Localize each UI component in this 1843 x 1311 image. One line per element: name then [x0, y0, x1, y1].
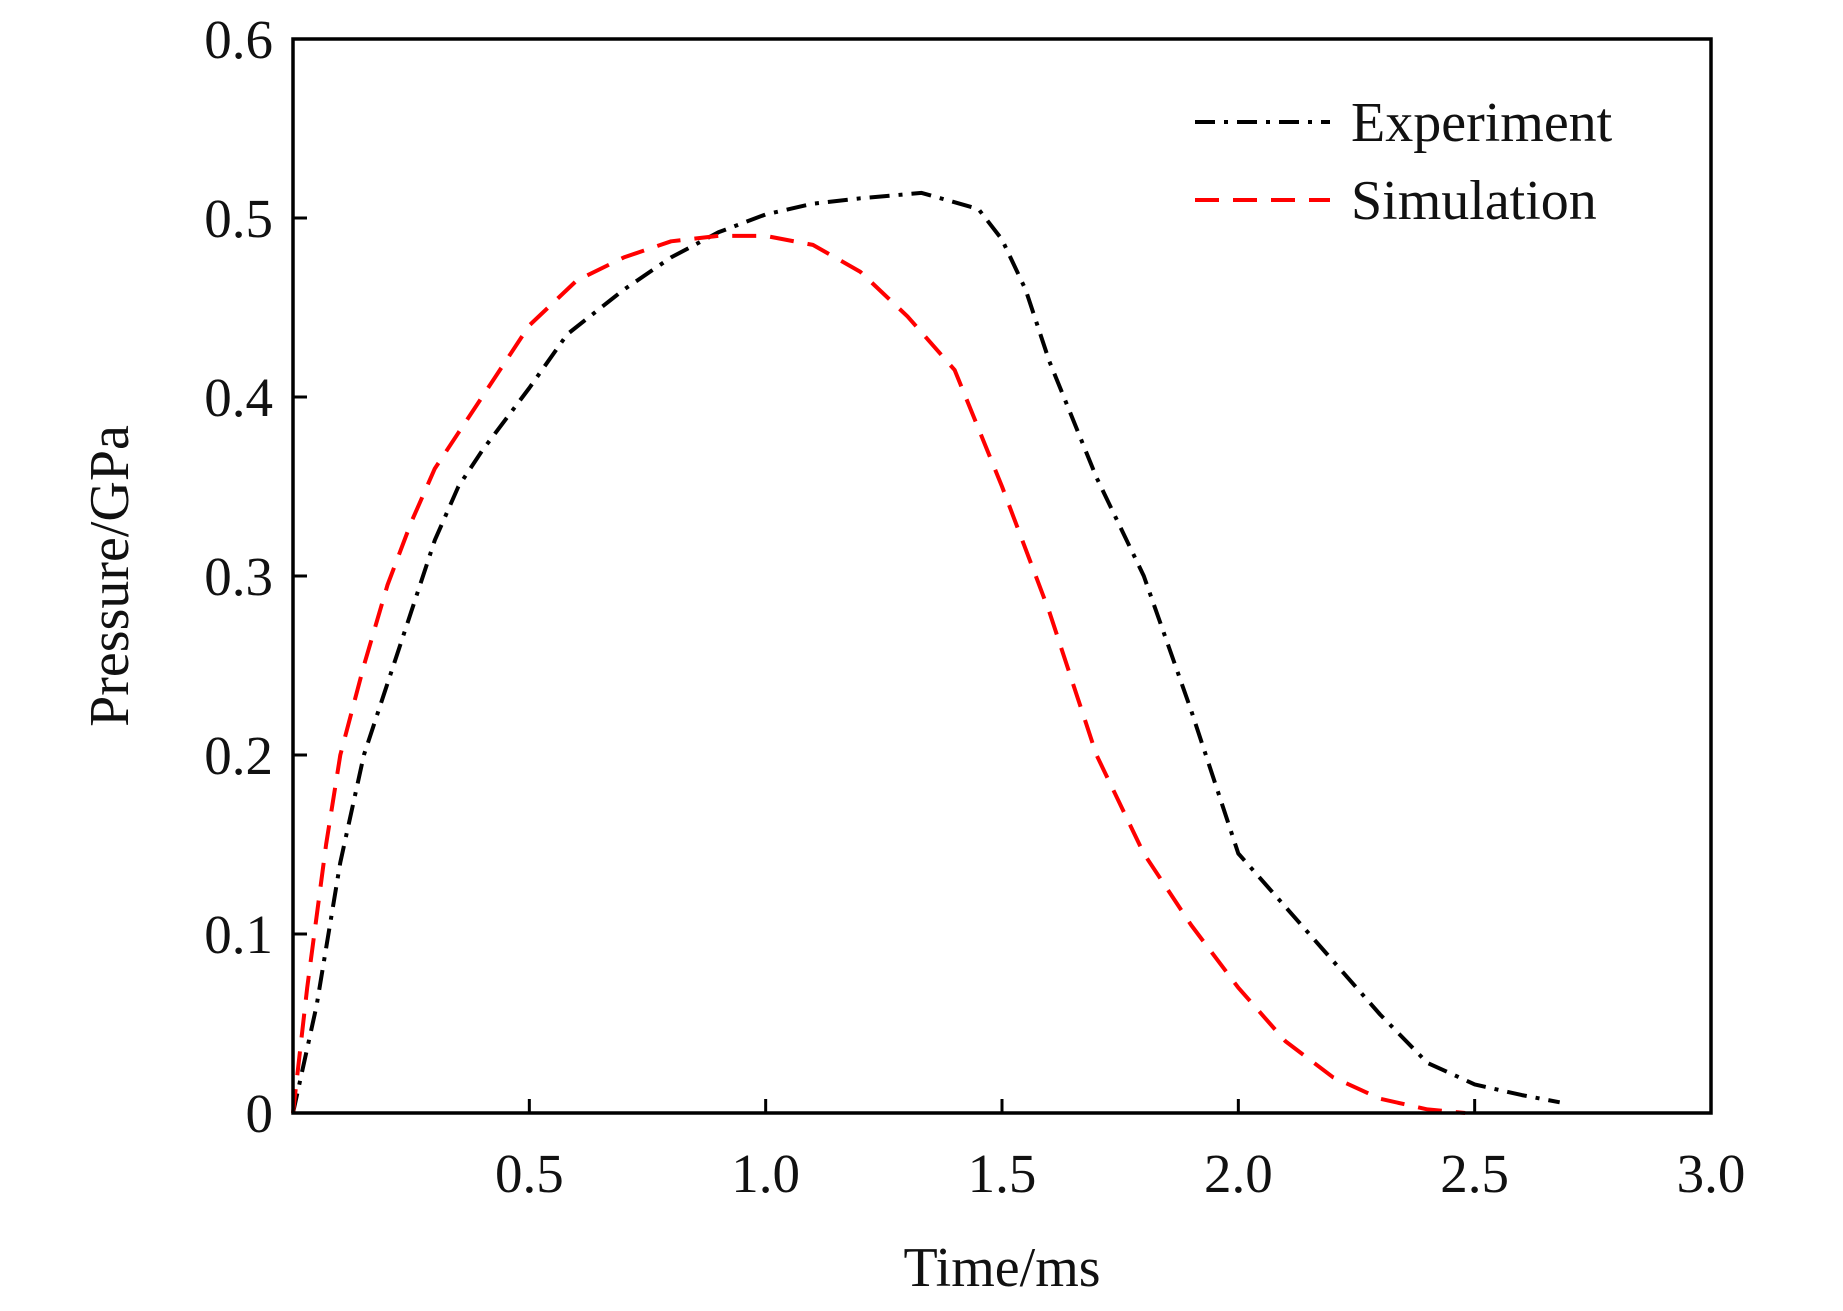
series-line-experiment [291, 190, 1561, 1114]
y-tick-label: 0.3 [204, 546, 273, 607]
legend-label-experiment: Experiment [1351, 92, 1613, 154]
y-tick-label: 0.2 [204, 725, 273, 786]
x-tick-label: 2.0 [1204, 1143, 1273, 1204]
series-layer [291, 190, 1561, 1115]
y-tick-label: 0.4 [204, 367, 273, 428]
axes-layer: 0.5 1.0 1.5 2.0 2.5 3.0 0 0.1 0.2 0.3 0.4 0.5 0.6 [204, 9, 1745, 1204]
y-axis-title: Pressure/GPa [79, 425, 141, 727]
x-tick-label: 1.0 [731, 1143, 800, 1204]
x-tick-label: 2.5 [1440, 1143, 1509, 1204]
legend: Experiment Simulation [1195, 92, 1613, 232]
x-axis-title: Time/ms [903, 1237, 1100, 1299]
x-tick-label: 0.5 [495, 1143, 564, 1204]
y-tick-label: 0 [246, 1083, 274, 1144]
legend-label-simulation: Simulation [1351, 170, 1597, 232]
y-tick-label: 0.1 [204, 904, 273, 965]
x-tick-label: 3.0 [1677, 1143, 1746, 1204]
series-line-simulation [291, 233, 1466, 1115]
y-tick-label: 0.6 [204, 9, 273, 70]
x-tick-label: 1.5 [968, 1143, 1037, 1204]
y-tick-label: 0.5 [204, 188, 273, 249]
